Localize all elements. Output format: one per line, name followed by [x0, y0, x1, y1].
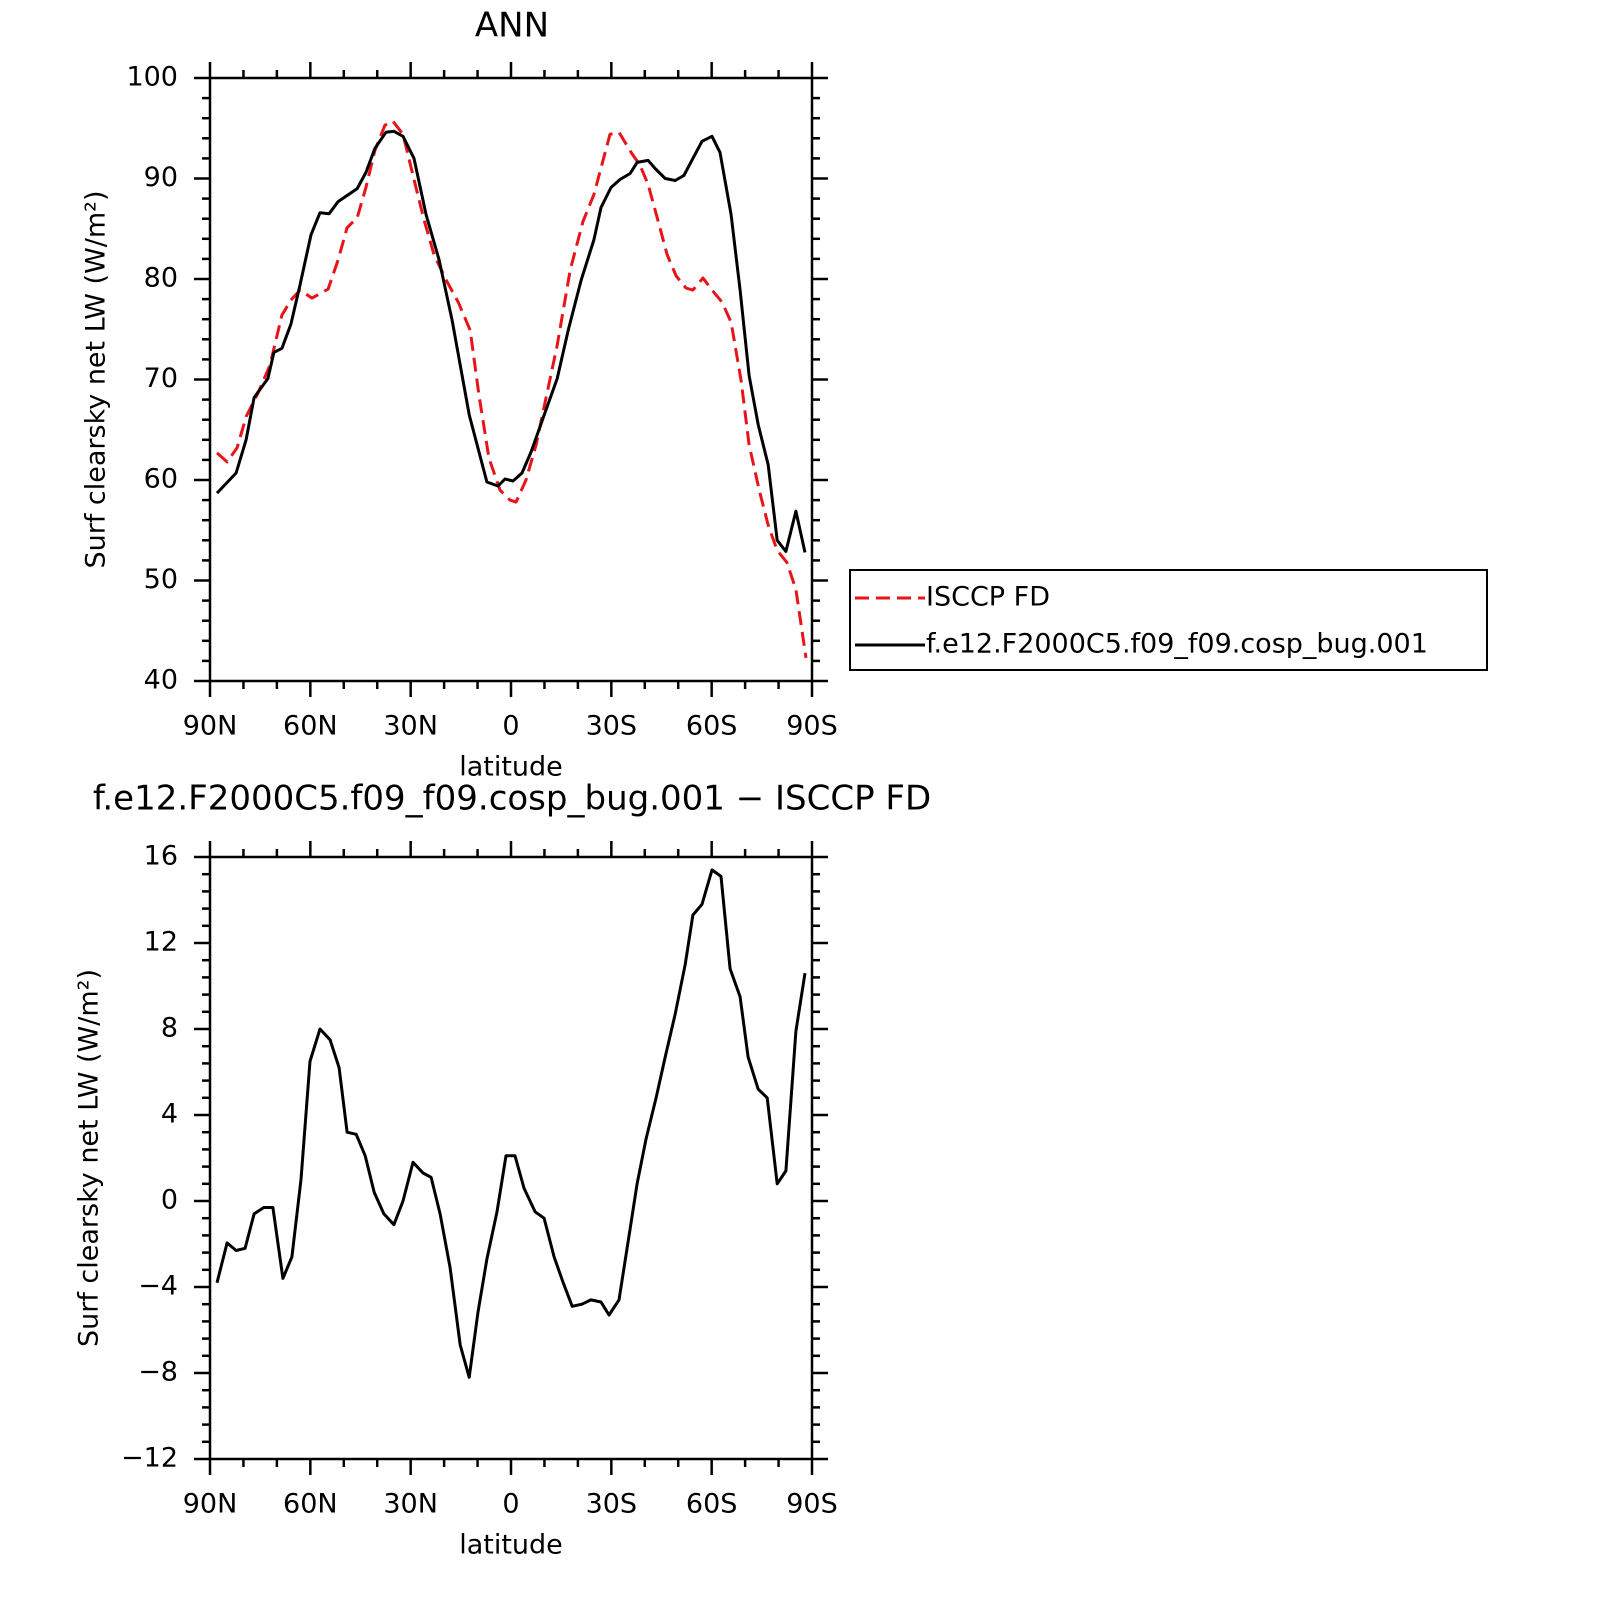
legend-label: f.e12.F2000C5.f09_f09.cosp_bug.001	[926, 629, 1428, 660]
y-tick-label: 90	[144, 162, 178, 193]
x-axis-label: latitude	[459, 1530, 563, 1561]
y-tick-label: 16	[144, 841, 178, 872]
x-tick-label: 0	[502, 1489, 519, 1520]
x-tick-label: 60N	[283, 1489, 338, 1520]
y-tick-label: 100	[126, 62, 178, 93]
x-tick-label: 30S	[586, 711, 638, 742]
x-tick-label: 30S	[586, 1489, 638, 1520]
data-line	[215, 129, 807, 553]
legend: ISCCP FD f.e12.F2000C5.f09_f09.cosp_bug.0…	[849, 569, 1488, 671]
x-tick-label: 0	[502, 711, 519, 742]
legend-label: ISCCP FD	[926, 582, 1050, 613]
x-tick-label: 30N	[383, 1489, 438, 1520]
y-tick-label: −12	[121, 1443, 178, 1474]
y-tick-label: 8	[161, 1013, 178, 1044]
chart-title: ANN	[475, 6, 549, 46]
y-tick-label: −8	[138, 1357, 178, 1388]
y-tick-label: 12	[144, 927, 178, 958]
x-tick-label: 60S	[686, 711, 738, 742]
y-tick-label: 60	[144, 464, 178, 495]
y-tick-label: 80	[144, 263, 178, 294]
plot-frame	[208, 855, 814, 1461]
x-tick-label: 90S	[786, 711, 838, 742]
y-tick-label: 4	[161, 1099, 178, 1130]
data-line	[215, 868, 807, 1379]
y-tick-label: 0	[161, 1185, 178, 1216]
y-tick-label: 70	[144, 363, 178, 394]
x-tick-label: 60S	[686, 1489, 738, 1520]
x-tick-label: 30N	[383, 711, 438, 742]
x-tick-label: 90S	[786, 1489, 838, 1520]
y-axis-label: Surf clearsky net LW (W/m²)	[81, 190, 112, 568]
x-tick-label: 90N	[183, 711, 238, 742]
chart-title: f.e12.F2000C5.f09_f09.cosp_bug.001 − ISC…	[93, 779, 931, 819]
y-tick-label: 50	[144, 564, 178, 595]
legend-box	[849, 569, 1488, 671]
y-tick-label: −4	[138, 1271, 178, 1302]
data-line	[216, 119, 808, 659]
x-tick-label: 60N	[283, 711, 338, 742]
y-axis-label: Surf clearsky net LW (W/m²)	[74, 969, 105, 1347]
y-tick-label: 40	[144, 665, 178, 696]
x-axis-label: latitude	[459, 752, 563, 783]
x-tick-label: 90N	[183, 1489, 238, 1520]
